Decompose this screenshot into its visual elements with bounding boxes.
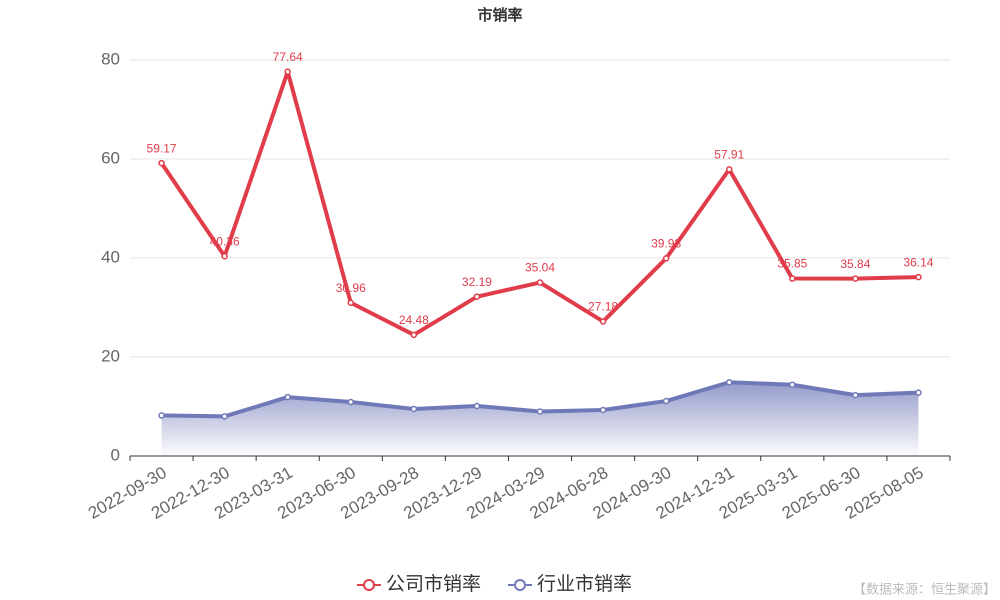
point	[473, 293, 481, 300]
point	[915, 273, 922, 281]
point	[852, 275, 859, 282]
point	[473, 402, 481, 410]
point	[284, 393, 291, 401]
point	[284, 68, 291, 75]
point	[536, 279, 544, 286]
value-label: 77.64	[273, 50, 303, 64]
legend-marker	[363, 579, 375, 591]
value-label: 32.19	[462, 275, 492, 289]
point	[536, 408, 544, 415]
value-label: 35.04	[525, 261, 555, 275]
legend-item: 行业市销率	[508, 573, 632, 595]
point	[410, 405, 418, 413]
point	[725, 166, 733, 173]
point	[662, 397, 670, 405]
line	[159, 69, 919, 337]
value-label: 57.91	[714, 148, 744, 162]
point	[662, 255, 670, 262]
point	[221, 413, 228, 420]
point	[789, 275, 796, 282]
value-label: 36.14	[903, 255, 933, 269]
value-label: 24.48	[399, 313, 429, 327]
legend-label: 行业市销率	[537, 573, 632, 595]
value-label: 30.96	[336, 281, 366, 295]
point	[347, 299, 355, 306]
point	[158, 412, 165, 419]
point	[158, 159, 165, 167]
y-tick-label: 40	[101, 247, 120, 266]
value-label: 40.36	[210, 234, 240, 248]
point	[347, 398, 355, 406]
point	[599, 318, 607, 325]
legend-item: 公司市销率	[357, 573, 481, 595]
legend-marker	[514, 579, 526, 591]
value-label: 39.93	[651, 237, 681, 251]
value-label: 59.17	[147, 141, 177, 155]
point	[789, 381, 796, 388]
point	[852, 391, 859, 399]
source-note: 【数据来源：恒生聚源】	[853, 581, 996, 596]
point	[725, 378, 733, 386]
point	[221, 252, 228, 260]
point	[915, 389, 922, 396]
y-tick-label: 60	[101, 148, 120, 167]
y-tick-label: 80	[101, 49, 120, 68]
value-label: 35.85	[777, 257, 807, 271]
legend-label: 公司市销率	[386, 573, 481, 595]
point	[410, 331, 418, 339]
chart-title: 市销率	[477, 6, 522, 24]
point	[599, 406, 607, 414]
area	[161, 382, 919, 456]
y-tick-label: 0	[111, 445, 120, 464]
value-label: 35.84	[840, 257, 870, 271]
y-tick-label: 20	[101, 346, 120, 365]
value-label: 27.18	[588, 300, 618, 314]
